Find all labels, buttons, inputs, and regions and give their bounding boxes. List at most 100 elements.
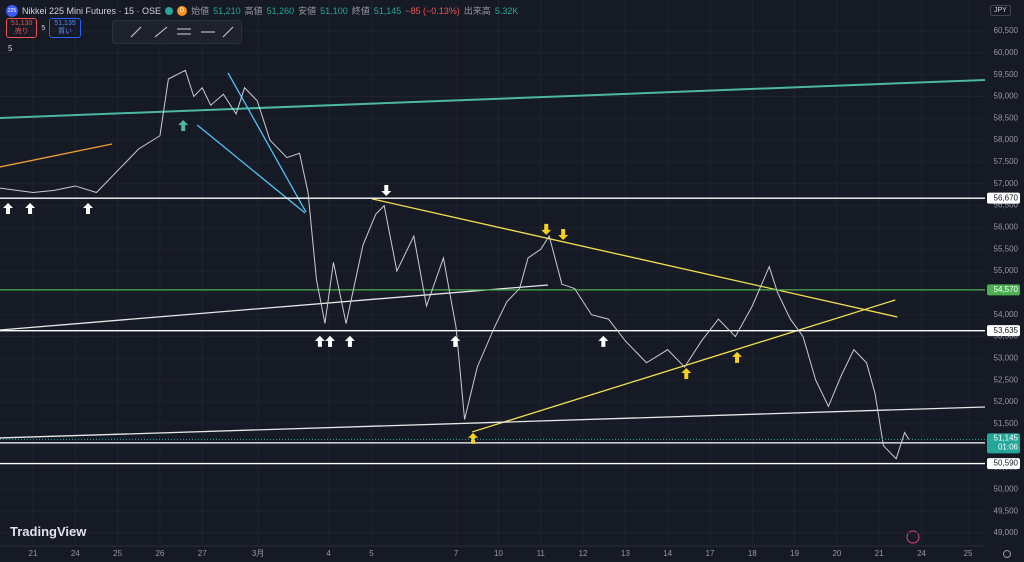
trend-line bbox=[227, 72, 307, 213]
trend-line bbox=[196, 124, 306, 214]
arrow-marker bbox=[598, 335, 609, 347]
badge: 225 bbox=[6, 4, 18, 17]
arrow-marker bbox=[468, 432, 479, 444]
x-tick-label: 20 bbox=[832, 549, 841, 558]
y-tick-label: 57,500 bbox=[994, 157, 1019, 166]
arrow-marker bbox=[314, 335, 325, 347]
y-tick-label: 60,000 bbox=[994, 48, 1019, 57]
header: 225 Nikkei 225 Mini Futures · 15 · OSE D… bbox=[6, 4, 518, 17]
x-tick-label: 5 bbox=[369, 549, 374, 558]
x-tick-label: 10 bbox=[494, 549, 503, 558]
x-tick-label: 14 bbox=[663, 549, 672, 558]
arrow-marker bbox=[25, 202, 36, 214]
x-tick-label: 19 bbox=[790, 549, 799, 558]
x-tick-label: 12 bbox=[579, 549, 588, 558]
x-tick-label: 25 bbox=[113, 549, 122, 558]
tool-line[interactable] bbox=[222, 26, 234, 38]
high: 51,260 bbox=[266, 5, 295, 16]
level-tag bbox=[987, 284, 1020, 296]
low: 51,100 bbox=[320, 5, 348, 16]
level-label: 56,670 bbox=[994, 193, 1019, 202]
level-tag bbox=[987, 325, 1020, 337]
y-tick-label: 59,000 bbox=[994, 92, 1019, 101]
y-tick-label: 58,500 bbox=[994, 113, 1019, 122]
tool-ray[interactable] bbox=[154, 26, 168, 38]
buy-price: 51,135 bbox=[54, 20, 76, 27]
plot bbox=[0, 0, 986, 546]
x-tick-label: 21 bbox=[875, 549, 884, 558]
arrow-marker bbox=[3, 202, 14, 214]
trend-line bbox=[0, 406, 986, 439]
trend-line bbox=[371, 198, 898, 318]
settings-icon[interactable] bbox=[1003, 550, 1011, 558]
x-tick-label: 24 bbox=[917, 549, 926, 558]
sell-button[interactable]: 51,130 売り bbox=[6, 18, 38, 38]
arrow-marker bbox=[178, 119, 189, 131]
trend-line bbox=[0, 143, 113, 168]
y-tick-label: 55,000 bbox=[994, 266, 1019, 275]
level-tag bbox=[987, 458, 1020, 470]
level-label: 53,635 bbox=[994, 326, 1019, 335]
y-tick-label: 52,500 bbox=[994, 375, 1019, 384]
low-label: 安値 bbox=[298, 6, 317, 16]
x-tick-label: 3月 bbox=[252, 549, 264, 558]
arrow-marker bbox=[732, 351, 743, 363]
x-tick-label: 27 bbox=[198, 549, 207, 558]
spread: 5 bbox=[41, 24, 46, 32]
countdown: 01:06 bbox=[998, 442, 1019, 451]
close: 51,145 bbox=[373, 5, 402, 16]
y-tick-label: 49,000 bbox=[994, 528, 1019, 537]
toolbar-icons bbox=[130, 26, 234, 38]
arrow-marker bbox=[681, 367, 692, 379]
x-tick-label: 17 bbox=[706, 549, 715, 558]
high-label: 高値 bbox=[244, 6, 263, 16]
price-line bbox=[0, 69, 910, 460]
trend-line bbox=[0, 78, 986, 119]
arrow-marker bbox=[450, 335, 461, 347]
y-tick-label: 57,000 bbox=[994, 179, 1019, 188]
close-label: 終値 bbox=[351, 6, 370, 16]
sell-price: 51,130 bbox=[11, 20, 33, 27]
y-tick-label: 55,500 bbox=[994, 244, 1019, 253]
arrow-marker bbox=[381, 184, 392, 196]
level-label: 54,570 bbox=[994, 285, 1019, 294]
arrow-marker bbox=[541, 223, 552, 235]
y-tick-label: 54,000 bbox=[994, 310, 1019, 319]
x-tick-label: 7 bbox=[454, 549, 459, 558]
open-label: 始値 bbox=[191, 6, 210, 16]
level-label: 50,590 bbox=[994, 459, 1019, 468]
y-tick-label: 53,000 bbox=[994, 353, 1019, 362]
arrow-marker bbox=[325, 335, 336, 347]
current-tag bbox=[987, 433, 1020, 454]
indicator[interactable]: 5 bbox=[8, 44, 13, 53]
y-tick-label: 58,000 bbox=[994, 135, 1019, 144]
currency[interactable]: JPY bbox=[990, 5, 1011, 16]
status-dot bbox=[165, 6, 174, 15]
y-tick-label: 49,500 bbox=[994, 506, 1019, 515]
symbol[interactable]: Nikkei 225 Mini Futures · 15 · OSE bbox=[22, 5, 162, 16]
sell-label: 売り bbox=[14, 28, 29, 35]
volume: 5.32K bbox=[494, 5, 519, 16]
trend-line bbox=[0, 284, 548, 331]
open: 51,210 bbox=[213, 5, 241, 16]
x-tick-label: 11 bbox=[537, 549, 546, 558]
current-label: 51,145 bbox=[994, 433, 1019, 442]
x-tick-label: 13 bbox=[621, 549, 630, 558]
x-tick-label: 24 bbox=[71, 549, 80, 558]
drawing-toolbar bbox=[112, 20, 242, 44]
y-tick-label: 52,000 bbox=[994, 397, 1019, 406]
y-tick-label: 53,500 bbox=[994, 332, 1019, 341]
buy-button[interactable]: 51,135 買い bbox=[49, 18, 81, 38]
flag: D bbox=[177, 5, 188, 16]
y-tick-label: 50,000 bbox=[994, 484, 1019, 493]
x-tick-label: 21 bbox=[29, 549, 38, 558]
x-tick-label: 18 bbox=[748, 549, 757, 558]
tool-trend[interactable] bbox=[130, 26, 142, 38]
x-tick-label: 4 bbox=[327, 549, 332, 558]
alert-icon[interactable] bbox=[906, 530, 920, 544]
arrow-marker bbox=[83, 202, 94, 214]
y-tick-label: 56,000 bbox=[994, 223, 1019, 232]
arrow-marker bbox=[344, 335, 355, 347]
